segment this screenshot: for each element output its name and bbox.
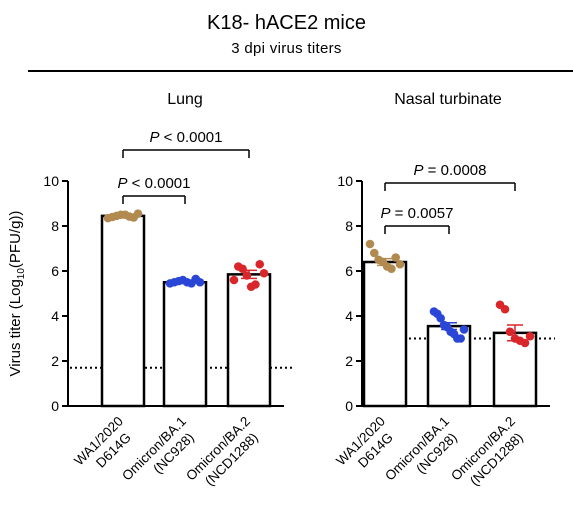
bar [362, 260, 408, 408]
x-tick-label: Omicron/BA.2(NCD1288) [448, 414, 530, 496]
y-tick-label: 4 [51, 308, 59, 324]
data-point [238, 264, 247, 274]
x-tick-label: Omicron/BA.1(NC928) [382, 414, 464, 496]
y-tick-label: 0 [51, 398, 59, 414]
data-point [242, 271, 252, 280]
data-point [500, 304, 510, 314]
y-tick-label: 4 [345, 308, 353, 324]
figure-subtitle: 3 dpi virus titers [231, 40, 342, 57]
data-point [259, 268, 269, 278]
y-axis-label: Virus titer (Log10(PFU/g)) [7, 211, 27, 377]
data-point [195, 277, 205, 287]
y-tick-label: 2 [345, 353, 353, 369]
significance-label: P = 0.0008 [414, 162, 487, 179]
data-point [369, 248, 379, 258]
data-point [255, 259, 265, 269]
data-point [456, 334, 465, 343]
data-point [133, 209, 143, 218]
figure-title: K18- hACE2 mice [207, 12, 366, 34]
data-point [520, 338, 530, 348]
data-point [436, 313, 445, 323]
y-tick-label: 10 [43, 173, 59, 189]
y-tick-label: 8 [345, 218, 353, 234]
y-tick-label: 6 [51, 263, 59, 279]
y-tick-label: 8 [51, 218, 59, 234]
y-tick-label: 10 [337, 173, 353, 189]
panel-title: Lung [167, 91, 203, 108]
panel-title: Nasal turbinate [394, 91, 502, 108]
data-point [387, 264, 396, 274]
y-tick-label: 6 [345, 263, 353, 279]
data-point [229, 275, 239, 285]
x-tick-label: Omicron/BA.1(NC928) [119, 414, 201, 496]
bar [226, 273, 272, 408]
data-point [525, 331, 535, 341]
data-point [505, 327, 515, 337]
significance-label: P = 0.0057 [381, 205, 454, 222]
data-point [459, 325, 469, 334]
bar [162, 281, 208, 408]
panel-2: Nasal turbinate0246810WA1/2020D614GOmicr… [333, 91, 555, 496]
significance-label: P < 0.0001 [118, 175, 191, 192]
data-point [365, 239, 375, 249]
y-tick-label: 2 [51, 353, 59, 369]
y-tick-label: 0 [345, 398, 353, 414]
data-point [391, 253, 401, 262]
bar [100, 214, 146, 408]
data-point [395, 259, 405, 269]
significance-label: P < 0.0001 [150, 129, 223, 146]
header-rule [28, 70, 573, 72]
bar [492, 331, 538, 408]
x-tick-label: Omicron/BA.2(NCD1288) [183, 414, 265, 496]
data-point [251, 280, 260, 289]
